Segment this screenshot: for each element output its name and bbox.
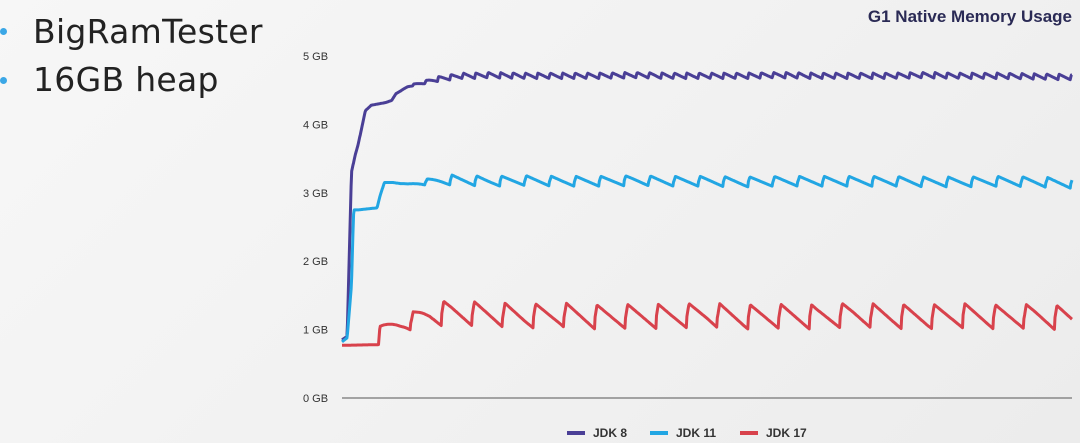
y-tick-label: 5 GB <box>303 51 328 63</box>
slide-bullet-heap: 16GB heap <box>33 60 219 99</box>
y-tick-label: 2 GB <box>303 256 328 268</box>
y-tick-label: 4 GB <box>303 119 328 131</box>
legend-label: JDK 17 <box>766 426 807 440</box>
y-tick-label: 3 GB <box>303 188 328 200</box>
legend-label: JDK 8 <box>593 426 627 440</box>
series-line-jdk-17 <box>341 300 1073 347</box>
series-line-jdk-8 <box>341 71 1073 342</box>
legend-label: JDK 11 <box>676 426 716 440</box>
series-line-jdk-11 <box>341 173 1074 344</box>
y-tick-label: 0 GB <box>303 393 328 405</box>
bullet-dot <box>0 77 7 84</box>
slide-bullet-benchmark: BigRamTester <box>33 12 263 51</box>
bullet-dot <box>0 28 7 35</box>
y-tick-label: 1 GB <box>303 325 328 337</box>
chart-title: G1 Native Memory Usage <box>868 7 1072 26</box>
